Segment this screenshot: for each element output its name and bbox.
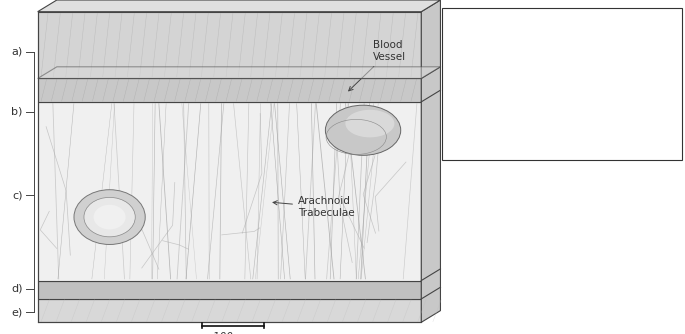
Text: a): a) xyxy=(12,47,23,57)
Bar xyxy=(442,8,682,160)
Ellipse shape xyxy=(345,110,395,137)
Text: b): b) xyxy=(11,107,23,117)
Text: e): e) xyxy=(454,133,465,142)
Text: Blood
Vessel: Blood Vessel xyxy=(349,40,406,91)
Text: Dura Mater: Dura Mater xyxy=(482,30,545,39)
Ellipse shape xyxy=(74,190,145,244)
Polygon shape xyxy=(421,0,440,322)
Bar xyxy=(38,78,421,102)
Text: e): e) xyxy=(12,307,23,317)
Text: Arachnoid: Arachnoid xyxy=(482,55,538,65)
Text: d): d) xyxy=(454,107,466,117)
Ellipse shape xyxy=(325,105,401,155)
Ellipse shape xyxy=(84,197,135,237)
Text: Arachnoid
Trabeculae: Arachnoid Trabeculae xyxy=(273,196,355,218)
Text: 100 μm: 100 μm xyxy=(213,332,253,334)
Text: c): c) xyxy=(12,190,23,200)
Text: b): b) xyxy=(454,55,466,65)
Polygon shape xyxy=(38,0,440,12)
Text: d): d) xyxy=(11,284,23,294)
Text: Subarachnoid Space (SAS): Subarachnoid Space (SAS) xyxy=(482,81,630,91)
Polygon shape xyxy=(38,67,440,78)
Text: Brain: Brain xyxy=(482,133,511,142)
Text: Pia Mater: Pia Mater xyxy=(482,107,534,117)
Bar xyxy=(38,299,421,322)
Bar xyxy=(38,12,421,78)
Bar xyxy=(38,281,421,299)
Bar xyxy=(38,102,421,281)
Ellipse shape xyxy=(94,205,125,229)
Text: a): a) xyxy=(454,30,465,39)
Text: c): c) xyxy=(454,81,464,91)
